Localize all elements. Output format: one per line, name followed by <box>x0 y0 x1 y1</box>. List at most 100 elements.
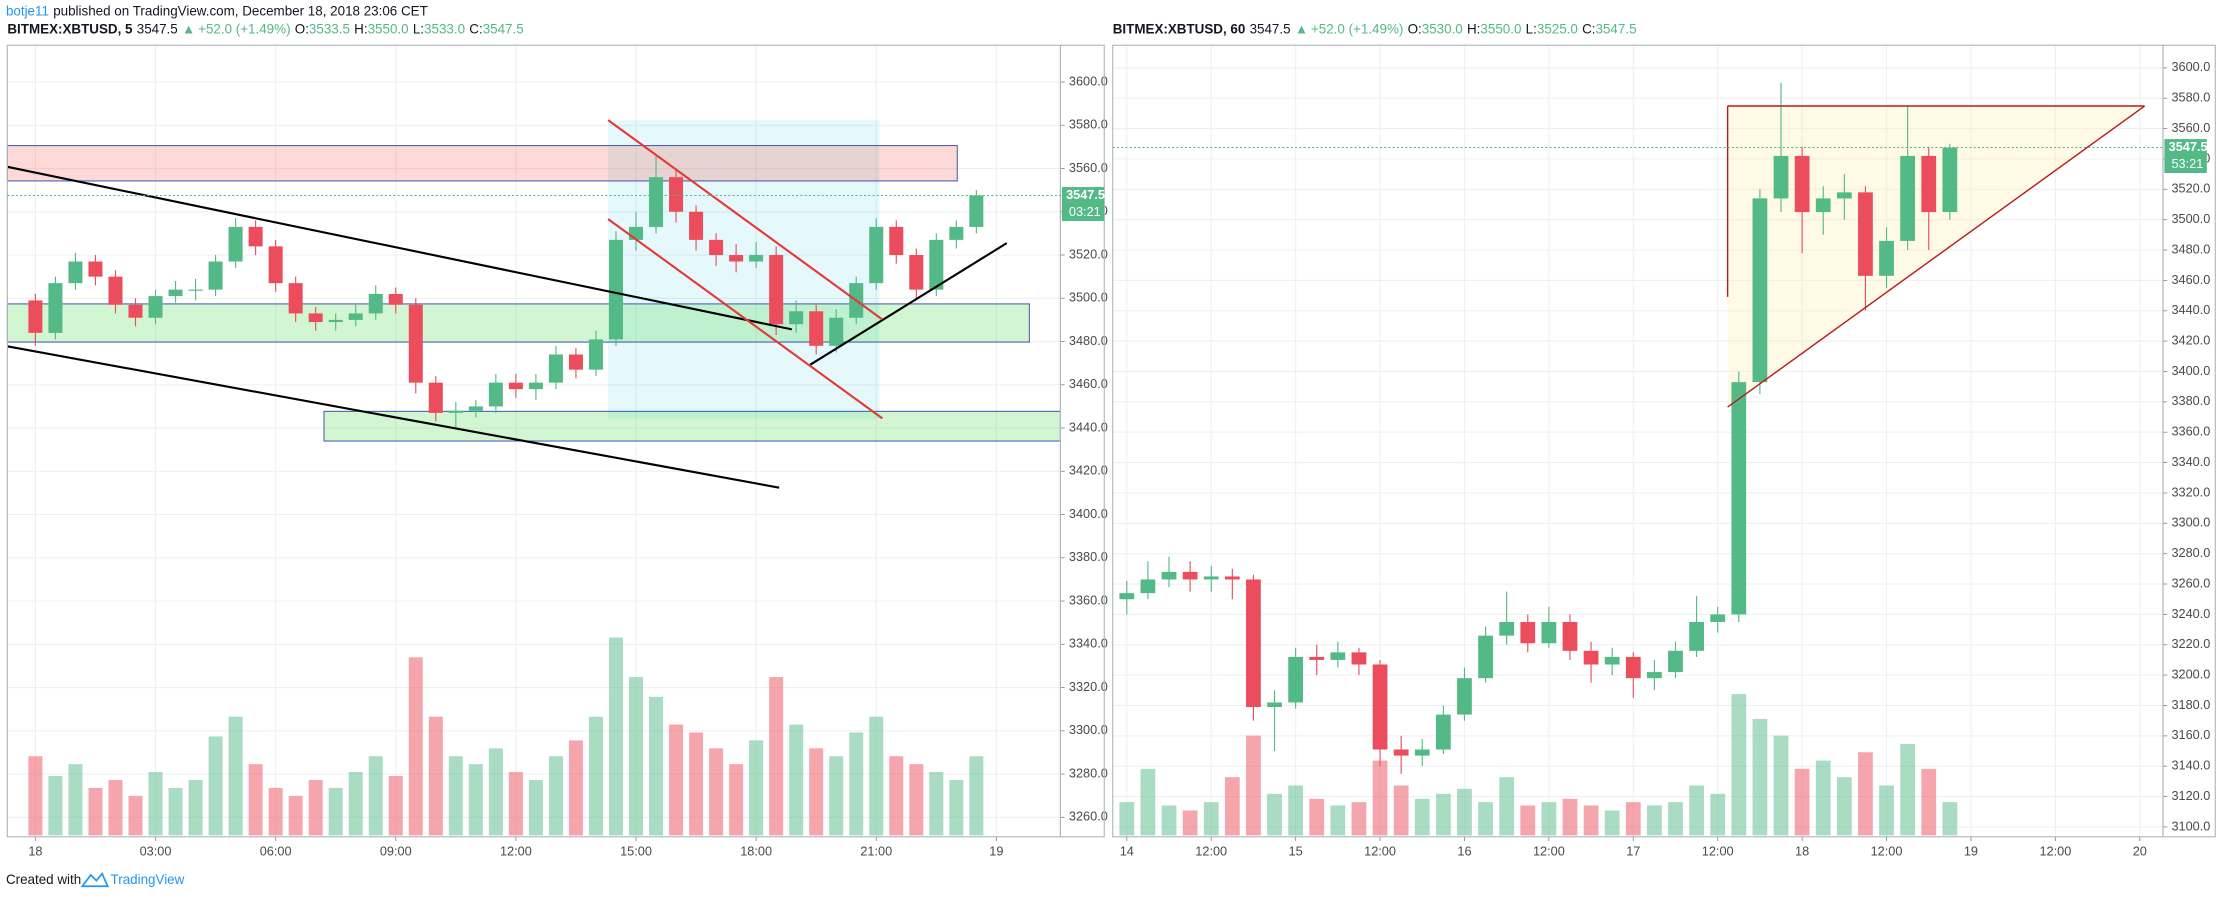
candle-body <box>1562 621 1578 651</box>
countdown-label: 53:21 <box>2171 156 2203 171</box>
candle-body <box>969 195 984 227</box>
volume-bar <box>408 657 423 836</box>
volume-bar <box>1942 802 1958 836</box>
volume-bar <box>969 756 984 836</box>
candle-body <box>388 293 403 305</box>
volume-bar <box>188 779 203 836</box>
volume-bar <box>1879 785 1894 836</box>
y-tick-label: 3580.0 <box>2171 90 2210 105</box>
x-tick-label: 21:00 <box>860 844 892 859</box>
x-tick-label: 12:00 <box>500 844 532 859</box>
y-tick-label: 3320.0 <box>2171 484 2210 499</box>
volume-bar <box>1309 798 1325 836</box>
channel-line <box>607 218 883 420</box>
volume-bar <box>1689 785 1704 836</box>
legend-field-label: L: <box>413 21 424 36</box>
volume-bar <box>909 764 924 836</box>
last-price-label: 3547.5 <box>1066 187 1105 202</box>
x-tick-label: 15 <box>1289 844 1303 859</box>
candle-body <box>1372 664 1388 750</box>
y-tick-label: 3200.0 <box>2171 666 2210 681</box>
y-tick-label: 3420.0 <box>1069 463 1108 478</box>
candle-body <box>188 289 203 291</box>
volume-bar <box>729 764 744 836</box>
candle-body <box>1879 240 1894 276</box>
footer-brand[interactable]: TradingView <box>111 872 185 887</box>
marks <box>28 83 1958 836</box>
y-tick-label: 3380.0 <box>1069 549 1108 564</box>
x-tick-label: 12:00 <box>1702 844 1734 859</box>
volume-bar <box>1815 760 1831 836</box>
candle-body <box>949 226 964 240</box>
legend-field-label: H: <box>354 21 367 36</box>
legend-field-value: 3550.0 <box>368 21 409 36</box>
y-tick-label: 3560.0 <box>1069 160 1108 175</box>
footer: Created with TradingView <box>6 871 185 887</box>
candle-body <box>829 317 844 346</box>
y-tick-label: 3460.0 <box>2171 272 2210 287</box>
volume-bar <box>1858 752 1873 836</box>
trend-line <box>7 345 780 489</box>
candle-body <box>729 255 744 262</box>
candle-body <box>689 211 704 240</box>
candle-body <box>1246 579 1261 708</box>
candle-body <box>128 304 143 318</box>
candle-body <box>468 406 483 411</box>
volume-bar <box>789 724 804 836</box>
candle-body <box>1457 678 1472 715</box>
header: botje11 published on TradingView.com, Dec… <box>6 3 428 18</box>
candle-body <box>1224 576 1240 580</box>
candle-body <box>1182 571 1198 580</box>
candle-body <box>1752 198 1768 383</box>
y-tick-label: 3600.0 <box>1069 73 1108 88</box>
candle-body <box>108 276 123 305</box>
volume-bar <box>548 756 563 836</box>
author[interactable]: botje11 <box>6 3 49 18</box>
candle-body <box>368 293 383 314</box>
candle-body <box>1668 650 1683 673</box>
x-tick-label: 20 <box>2133 844 2147 859</box>
volume-bar <box>1668 802 1683 836</box>
candle-body <box>1858 192 1873 276</box>
volume-bar <box>1921 768 1937 836</box>
candle-body <box>548 354 563 383</box>
volume-bar <box>1752 718 1768 836</box>
candle-body <box>88 261 103 277</box>
y-tick-label: 3500.0 <box>2171 211 2210 226</box>
x-tick-label: 14 <box>1120 844 1134 859</box>
y-tick-label: 3280.0 <box>2171 545 2210 560</box>
volume-bar <box>1900 743 1916 836</box>
header-text: published on TradingView.com, December 1… <box>53 3 428 18</box>
legend-field-label: L: <box>1526 21 1537 36</box>
x-tick-label: 12:00 <box>1195 844 1227 859</box>
volume-bar <box>588 716 603 836</box>
candle-body <box>809 311 824 346</box>
volume-bar <box>629 677 644 836</box>
legend-field-value: 3547.5 <box>483 21 524 36</box>
legend-field-value: 3530.0 <box>1422 21 1463 36</box>
candle-body <box>148 296 163 318</box>
candle-body <box>1689 621 1704 651</box>
candle-body <box>929 239 944 290</box>
axis-frame <box>1059 44 1105 838</box>
volume-bar <box>248 764 263 836</box>
frame-layer: 3260.0 3280.0 3300.0 3320.0 3340.0 3360.0 3380… <box>6 21 2216 859</box>
candle-body <box>308 313 323 323</box>
volume-bar <box>649 696 664 836</box>
volume-bar <box>1499 777 1515 836</box>
x-tick-label: 19 <box>1964 844 1978 859</box>
volume-bar <box>1140 768 1156 836</box>
support-zone <box>323 410 1061 442</box>
volume-bar <box>128 795 143 836</box>
y-tick-label: 3480.0 <box>1069 333 1108 348</box>
candle-body <box>709 239 724 256</box>
footer-text: Created with <box>6 872 81 887</box>
volume-bar <box>1625 802 1641 836</box>
volume-bar <box>568 740 583 836</box>
volume-bar <box>749 740 764 836</box>
candle-body <box>1583 650 1599 665</box>
candle-body <box>749 255 764 262</box>
candle-body <box>649 177 664 227</box>
y-tick-label: 3600.0 <box>2171 59 2210 74</box>
legend-field-label: C: <box>469 21 482 36</box>
